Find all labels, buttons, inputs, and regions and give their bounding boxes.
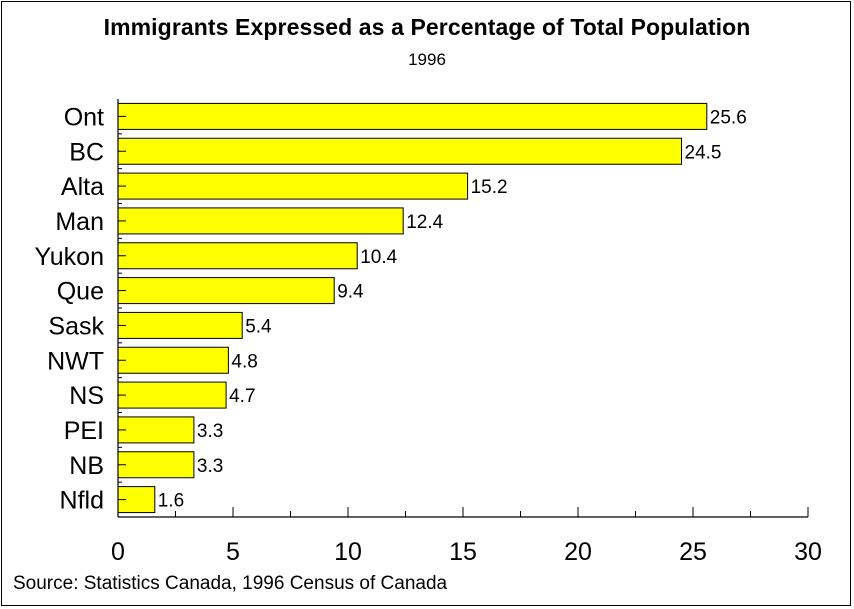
x-tick-label: 0 (111, 538, 125, 566)
bar-yukon (117, 242, 358, 270)
category-label-que: Que (57, 278, 104, 306)
x-tick-label: 25 (679, 538, 707, 566)
x-tick-label: 10 (334, 538, 362, 566)
value-label-nwt: 4.8 (231, 351, 257, 372)
x-tick-label: 5 (226, 538, 240, 566)
value-label-yukon: 10.4 (360, 247, 397, 268)
category-label-man: Man (55, 208, 104, 236)
value-label-nfld: 1.6 (158, 491, 184, 512)
bar-nb (117, 451, 195, 479)
value-label-sask: 5.4 (245, 316, 272, 337)
category-label-nfld: Nfld (60, 487, 104, 515)
x-tick-label: 20 (564, 538, 592, 566)
category-label-alta: Alta (61, 173, 104, 201)
value-label-alta: 15.2 (471, 177, 508, 198)
category-label-bc: BC (69, 138, 104, 166)
value-label-que: 9.4 (337, 282, 364, 303)
bar-ont (117, 102, 708, 130)
x-tick-label: 15 (449, 538, 477, 566)
value-label-man: 12.4 (406, 212, 443, 233)
bar-sask (117, 311, 243, 339)
category-label-nwt: NWT (47, 347, 104, 375)
category-label-yukon: Yukon (34, 243, 104, 271)
category-label-ns: NS (69, 382, 104, 410)
bar-que (117, 277, 335, 305)
bar-nfld (117, 486, 156, 514)
bars-group (117, 102, 708, 514)
value-label-ns: 4.7 (229, 386, 255, 407)
x-tick-label: 30 (794, 538, 822, 566)
value-label-ont: 25.6 (710, 107, 747, 128)
category-label-ont: Ont (64, 103, 104, 131)
labels-group: Ont 25.6 BC 24.5 Alta 15.2 Man 12.4 Yukon 10.4 Que… (34, 103, 821, 566)
value-label-bc: 24.5 (685, 142, 722, 163)
axes-group (117, 99, 809, 518)
bar-alta (117, 172, 469, 200)
bar-ns (117, 381, 227, 409)
value-label-pei: 3.3 (197, 421, 223, 442)
category-label-pei: PEI (64, 417, 104, 445)
chart-title: Immigrants Expressed as a Percentage of … (103, 14, 751, 40)
bar-bc (117, 137, 682, 165)
value-label-nb: 3.3 (197, 456, 223, 477)
category-label-sask: Sask (48, 312, 104, 340)
bar-man (117, 207, 404, 235)
chart-subtitle: 1996 (408, 50, 446, 69)
source-note: Source: Statistics Canada, 1996 Census o… (13, 573, 448, 594)
category-label-nb: NB (69, 452, 104, 480)
bar-nwt (117, 346, 229, 374)
bar-pei (117, 416, 195, 444)
